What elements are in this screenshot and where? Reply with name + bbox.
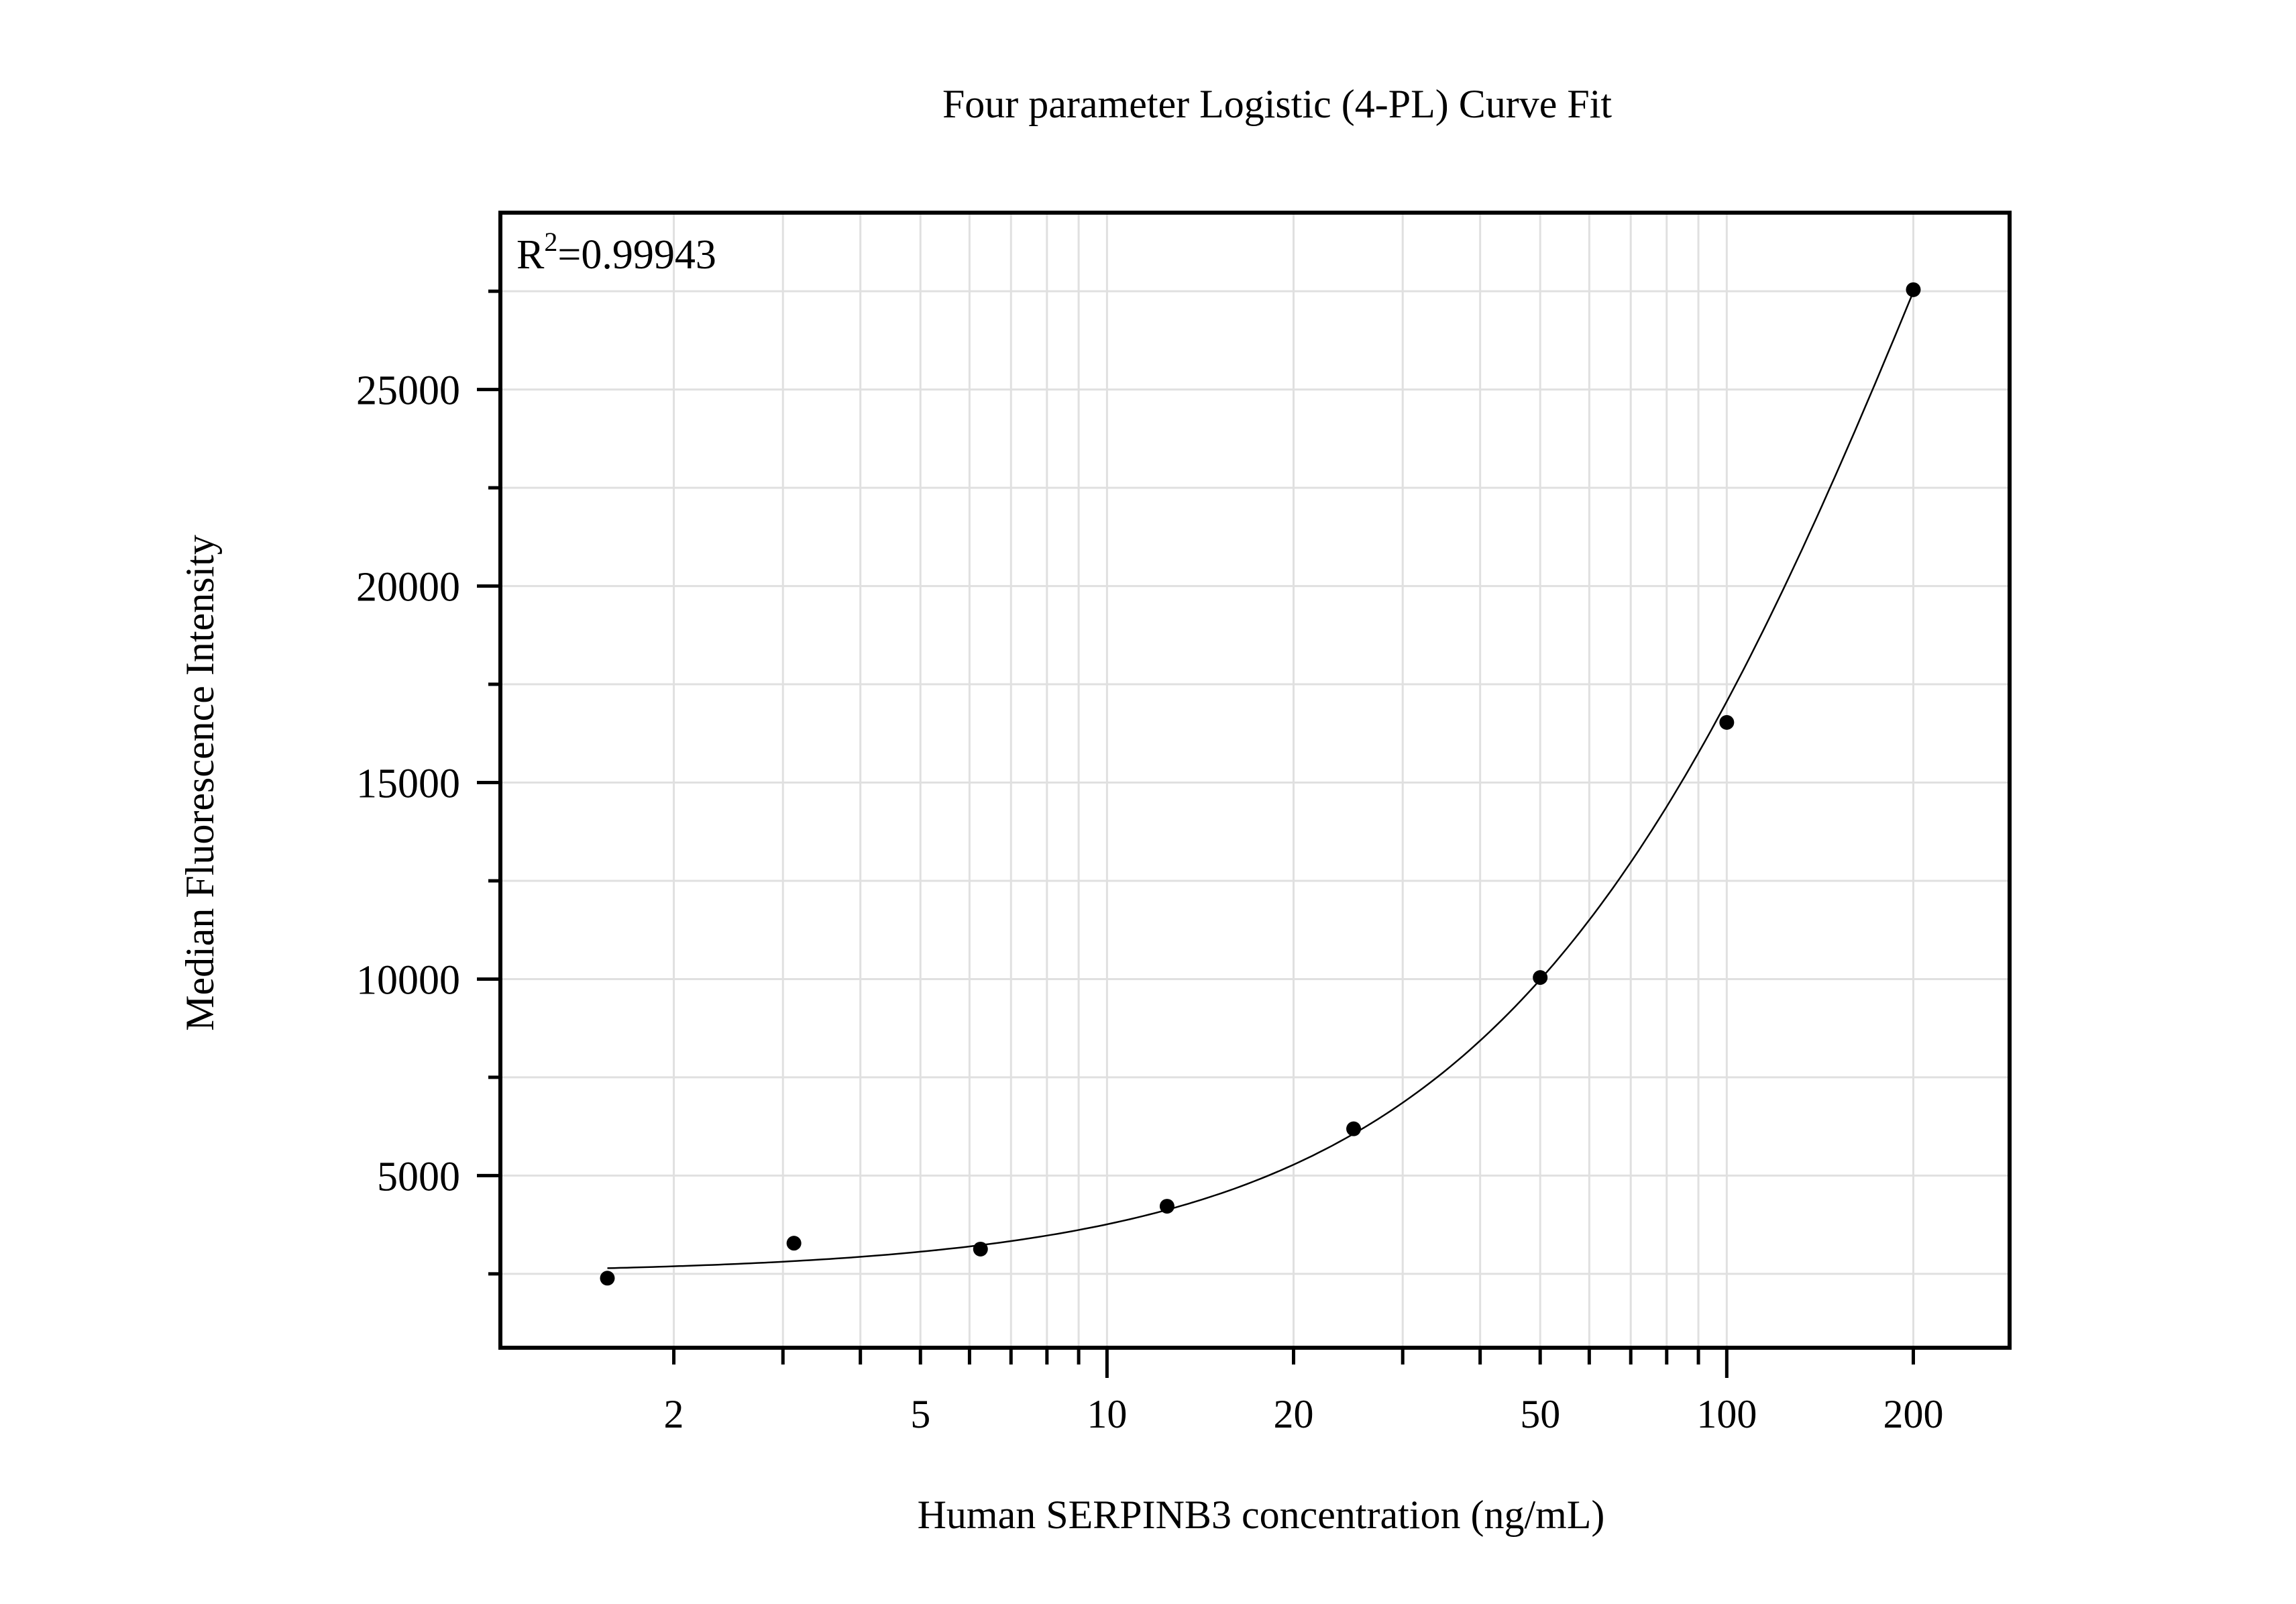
y-tick-label: 15000 (356, 761, 460, 807)
x-tick-label: 2 (664, 1392, 684, 1436)
data-point (1346, 1121, 1362, 1136)
data-point (786, 1236, 802, 1251)
data-point (1719, 714, 1735, 730)
grid (500, 213, 2010, 1348)
axis-ticks: 2 5 10 20 50 100 200 5000 10000 15000 20000 25000 (356, 289, 1943, 1436)
x-tick-label: 5 (910, 1392, 930, 1436)
fit-curve (607, 291, 1914, 1269)
plot-frame (498, 211, 2012, 1350)
x-tick-label: 20 (1274, 1392, 1314, 1436)
x-axis-label: Human SERPINB3 concentration (ng/mL) (918, 1493, 1605, 1537)
data-points (600, 282, 1921, 1286)
y-tick-label: 5000 (377, 1154, 460, 1199)
data-point (600, 1271, 615, 1286)
data-point (1533, 970, 1548, 985)
x-tick-label: 10 (1087, 1392, 1127, 1436)
data-point (1159, 1199, 1174, 1214)
x-tick-label: 50 (1520, 1392, 1560, 1436)
data-point (973, 1241, 988, 1257)
x-tick-label: 200 (1883, 1392, 1943, 1436)
y-tick-label: 10000 (356, 957, 460, 1003)
y-tick-label: 25000 (356, 368, 460, 414)
fit-curve-group (607, 291, 1914, 1269)
data-point (1906, 282, 1921, 297)
r-base: R (516, 232, 545, 278)
r-squared-annotation: R2=0.99943 (516, 227, 716, 278)
chart-title: Four parameter Logistic (4-PL) Curve Fit (942, 82, 1612, 126)
r-value: =0.99943 (557, 232, 716, 278)
r-sup: 2 (544, 227, 557, 257)
x-tick-label: 100 (1696, 1392, 1757, 1436)
y-axis-label: Median Fluorescence Intensity (178, 535, 222, 1031)
y-tick-label: 20000 (356, 565, 460, 610)
